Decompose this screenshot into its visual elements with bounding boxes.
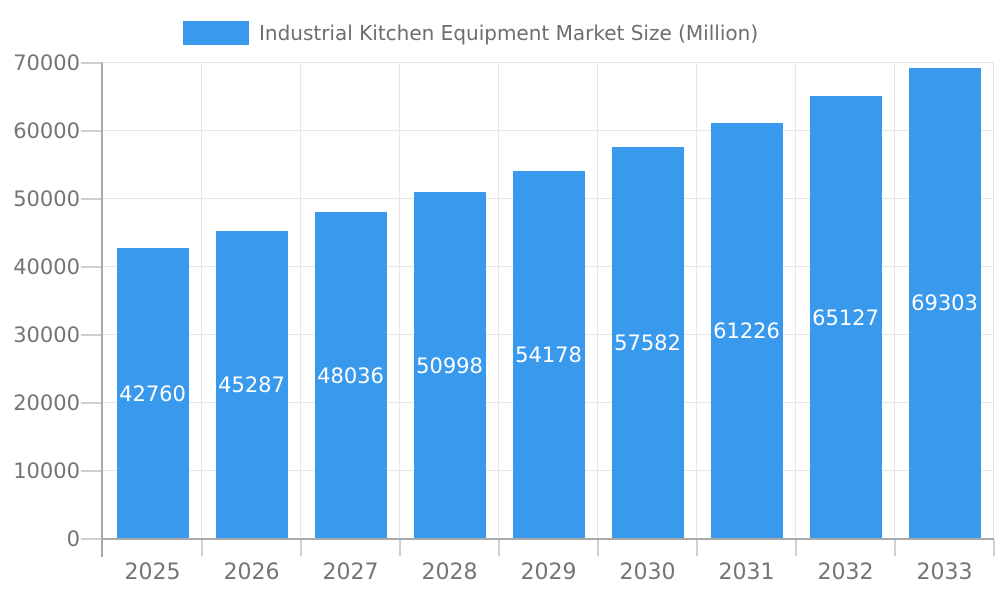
- y-tick-label: 40000: [13, 255, 80, 279]
- x-axis-tick: [399, 540, 401, 556]
- y-axis-tick: [81, 402, 103, 404]
- y-axis-line: [101, 63, 103, 557]
- x-axis-tick: [795, 540, 797, 556]
- gridline-vertical: [399, 63, 400, 539]
- legend-label: Industrial Kitchen Equipment Market Size…: [259, 21, 759, 45]
- bar-value-label: 48036: [317, 363, 384, 388]
- bar[interactable]: 65127: [809, 96, 882, 539]
- y-tick-label: 0: [66, 527, 80, 551]
- y-tick-label: 30000: [13, 323, 80, 347]
- y-axis-tick: [81, 198, 103, 200]
- gridline-vertical: [795, 63, 796, 539]
- x-tick-label: 2027: [322, 560, 379, 585]
- bar-value-label: 61226: [713, 318, 780, 343]
- gridline-vertical: [597, 63, 598, 539]
- bar-value-label: 45287: [218, 373, 285, 398]
- chart-legend[interactable]: Industrial Kitchen Equipment Market Size…: [183, 21, 758, 45]
- gridline-horizontal: [103, 62, 994, 63]
- bar-value-label: 65127: [812, 305, 879, 330]
- y-axis-tick: [81, 470, 103, 472]
- y-tick-label: 10000: [13, 459, 80, 483]
- gridline-vertical: [300, 63, 301, 539]
- bar[interactable]: 45287: [215, 231, 288, 539]
- y-axis-tick: [81, 266, 103, 268]
- x-axis-tick: [597, 540, 599, 556]
- gridline-vertical: [993, 63, 994, 539]
- bar-value-label: 50998: [416, 353, 483, 378]
- x-tick-label: 2032: [817, 560, 874, 585]
- y-axis-tick: [81, 62, 103, 64]
- x-tick-label: 2026: [223, 560, 280, 585]
- gridline-vertical: [201, 63, 202, 539]
- bar[interactable]: 54178: [512, 170, 585, 539]
- bar[interactable]: 42760: [116, 248, 189, 539]
- bar[interactable]: 50998: [413, 192, 486, 539]
- x-axis-tick: [894, 540, 896, 556]
- bar[interactable]: 69303: [908, 67, 981, 539]
- x-tick-label: 2028: [421, 560, 478, 585]
- x-tick-label: 2025: [124, 560, 181, 585]
- x-tick-label: 2030: [619, 560, 676, 585]
- y-axis-tick: [81, 334, 103, 336]
- gridline-vertical: [894, 63, 895, 539]
- gridline-vertical: [498, 63, 499, 539]
- gridline-vertical: [696, 63, 697, 539]
- x-tick-label: 2031: [718, 560, 775, 585]
- x-tick-label: 2029: [520, 560, 577, 585]
- x-axis-tick: [498, 540, 500, 556]
- x-tick-label: 2033: [916, 560, 973, 585]
- bar[interactable]: 61226: [710, 122, 783, 539]
- y-tick-label: 50000: [13, 187, 80, 211]
- gridline-horizontal: [103, 130, 994, 131]
- legend-swatch: [183, 21, 249, 45]
- bar-value-label: 57582: [614, 331, 681, 356]
- x-axis-line: [101, 538, 994, 540]
- bar-value-label: 42760: [119, 381, 186, 406]
- y-tick-label: 20000: [13, 391, 80, 415]
- bar-value-label: 54178: [515, 342, 582, 367]
- y-tick-label: 70000: [13, 51, 80, 75]
- bar[interactable]: 57582: [611, 147, 684, 539]
- y-axis-tick: [81, 538, 103, 540]
- y-axis-tick: [81, 130, 103, 132]
- x-axis-tick: [300, 540, 302, 556]
- x-axis-tick: [201, 540, 203, 556]
- y-tick-label: 60000: [13, 119, 80, 143]
- x-axis-tick: [993, 540, 995, 556]
- bar-value-label: 69303: [911, 291, 978, 316]
- x-axis-tick: [696, 540, 698, 556]
- bar[interactable]: 48036: [314, 212, 387, 539]
